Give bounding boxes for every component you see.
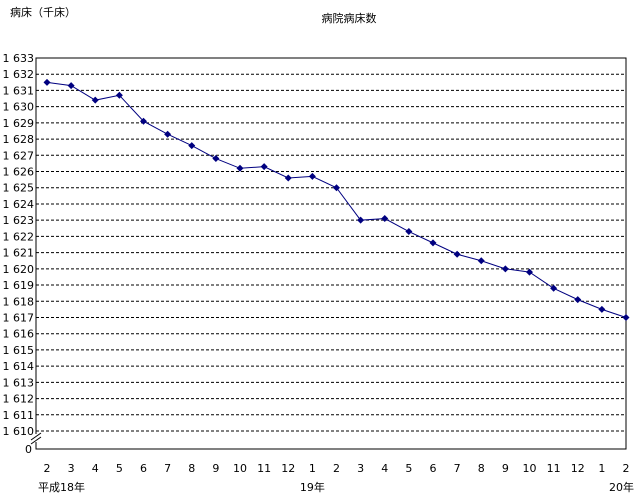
x-tick-label: 2 xyxy=(333,462,340,475)
y-tick-label: 1 611 xyxy=(3,409,35,422)
data-point xyxy=(43,78,51,86)
plot-frame xyxy=(35,57,627,450)
y-tick-label: 1 629 xyxy=(3,117,35,130)
x-tick-label: 3 xyxy=(357,462,364,475)
data-point xyxy=(164,130,172,138)
x-tick-label: 7 xyxy=(454,462,461,475)
y-tick-label: 1 624 xyxy=(3,198,35,211)
series-group xyxy=(43,78,630,321)
y-tick-label: 1 613 xyxy=(3,376,35,389)
y-tick-label: 1 620 xyxy=(3,263,35,276)
y-tick-label: 1 622 xyxy=(3,230,35,243)
y-tick-label: 1 616 xyxy=(3,328,35,341)
series-line xyxy=(46,81,627,318)
x-tick-label: 3 xyxy=(68,462,75,475)
x-tick-label: 12 xyxy=(281,462,295,475)
x-tick-label: 9 xyxy=(502,462,509,475)
chart-title: 病院病床数 xyxy=(322,11,377,25)
y-tick-label: 1 618 xyxy=(3,295,35,308)
data-point xyxy=(453,250,461,258)
data-point xyxy=(381,215,389,223)
x-tick-label: 6 xyxy=(430,462,437,475)
data-point xyxy=(284,174,292,182)
data-point xyxy=(333,184,340,192)
data-point xyxy=(308,172,316,180)
data-point xyxy=(526,268,533,276)
y-tick-label: 1 612 xyxy=(3,393,35,406)
y-tick-label: 1 628 xyxy=(3,133,35,146)
data-point xyxy=(477,257,485,265)
x-tick-label: 9 xyxy=(212,462,219,475)
y-tick-label: 1 617 xyxy=(3,311,35,324)
data-point xyxy=(598,305,606,313)
axis-break-mark xyxy=(30,436,42,445)
data-point xyxy=(550,284,558,292)
y-tick-label: 1 631 xyxy=(3,84,35,97)
y-tick-label: 1 627 xyxy=(3,149,35,162)
data-point xyxy=(91,96,99,104)
y-tick-label: 1 619 xyxy=(3,279,35,292)
x-tick-label: 10 xyxy=(523,462,537,475)
x-tick-label: 6 xyxy=(140,462,147,475)
x-tick-label: 1 xyxy=(598,462,605,475)
x-tick-label: 2 xyxy=(44,462,51,475)
x-tick-label: 10 xyxy=(233,462,247,475)
year-labels: 平成18年 19年 20年 xyxy=(38,480,634,494)
data-point xyxy=(212,155,220,163)
y-tick-label: 1 621 xyxy=(3,247,35,260)
year-label: 20年 xyxy=(609,480,634,494)
x-tick-label: 5 xyxy=(405,462,412,475)
x-tick-labels: 2 3 4 5 6 7 8 9 10 11 12 1 2 3 4 5 6 7 8 9 10 11 12 1 2 xyxy=(44,462,630,475)
data-point xyxy=(260,163,268,171)
y-tick-label: 1 632 xyxy=(3,68,35,81)
y-tick-label: 1 630 xyxy=(3,101,35,114)
x-tick-label: 8 xyxy=(478,462,485,475)
y-tick-label: 1 623 xyxy=(3,214,35,227)
data-point xyxy=(236,164,244,172)
x-tick-label: 2 xyxy=(623,462,630,475)
data-point xyxy=(622,313,630,321)
data-point xyxy=(429,239,437,247)
x-tick-label: 4 xyxy=(381,462,388,475)
axis-break-gap xyxy=(32,434,40,442)
y-tick-label: 1 615 xyxy=(3,344,35,357)
x-tick-label: 8 xyxy=(188,462,195,475)
gridlines xyxy=(36,73,626,432)
x-tick-label: 12 xyxy=(571,462,585,475)
data-point xyxy=(405,228,413,236)
x-tick-label: 4 xyxy=(92,462,99,475)
data-point xyxy=(188,142,196,150)
data-point xyxy=(67,82,75,90)
y-tick-label: 1 610 xyxy=(3,425,35,438)
y-axis-break xyxy=(30,432,42,445)
x-tick-label: 11 xyxy=(257,462,271,475)
data-point xyxy=(140,117,147,125)
y-tick-label: 1 614 xyxy=(3,360,35,373)
axis-break-mark xyxy=(30,432,42,441)
y-axis-label: 病床（千床） xyxy=(10,5,76,19)
year-label: 平成18年 xyxy=(38,480,85,494)
data-point xyxy=(115,91,123,99)
y-tick-labels: 1 610 1 611 1 612 1 613 1 614 1 615 1 616 1 617… xyxy=(3,52,35,456)
x-tick-label: 11 xyxy=(547,462,561,475)
data-point xyxy=(574,296,582,304)
y-tick-label: 1 633 xyxy=(3,52,35,65)
y-tick-label: 0 xyxy=(25,443,32,456)
x-tick-label: 5 xyxy=(116,462,123,475)
x-tick-label: 7 xyxy=(164,462,171,475)
y-tick-label: 1 626 xyxy=(3,166,35,179)
y-tick-label: 1 625 xyxy=(3,182,35,195)
x-tick-label: 1 xyxy=(309,462,316,475)
data-point xyxy=(357,216,365,224)
data-point xyxy=(501,265,509,273)
year-label: 19年 xyxy=(300,480,325,494)
